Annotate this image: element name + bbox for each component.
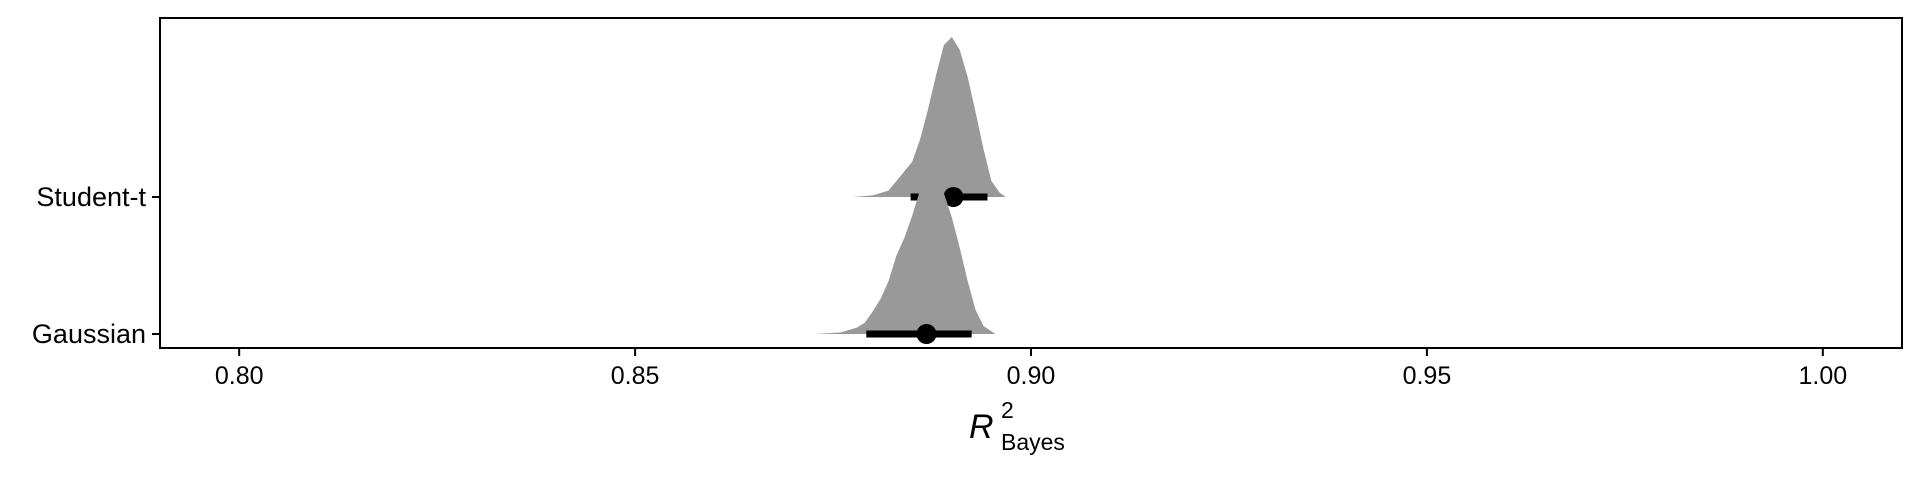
density-slab-student-t xyxy=(852,37,1006,197)
x-tick-label: 0.80 xyxy=(215,362,264,390)
x-tick-label: 0.85 xyxy=(611,362,660,390)
y-tick-label-student-t: Student-t xyxy=(36,182,146,212)
y-tick-label-gaussian: Gaussian xyxy=(32,319,146,349)
marks-layer xyxy=(815,37,1006,344)
density-slab-gaussian xyxy=(815,174,996,334)
point-estimate-student-t xyxy=(943,187,964,207)
x-axis-label-subscript: Bayes xyxy=(1001,429,1065,455)
x-axis-label-superscript: 2 xyxy=(1001,397,1014,423)
x-tick-label: 0.95 xyxy=(1403,362,1452,390)
x-tick-label: 1.00 xyxy=(1798,362,1847,390)
plot-frame xyxy=(159,17,1903,349)
axes-layer: Student-t Gaussian 0.80 0.85 0.90 0.95 1.00 xyxy=(32,182,1847,390)
x-tick-label: 0.90 xyxy=(1007,362,1056,390)
point-estimate-gaussian xyxy=(916,324,937,344)
x-axis-label: R xyxy=(969,408,994,446)
x-axis-label-main: R xyxy=(969,408,994,446)
